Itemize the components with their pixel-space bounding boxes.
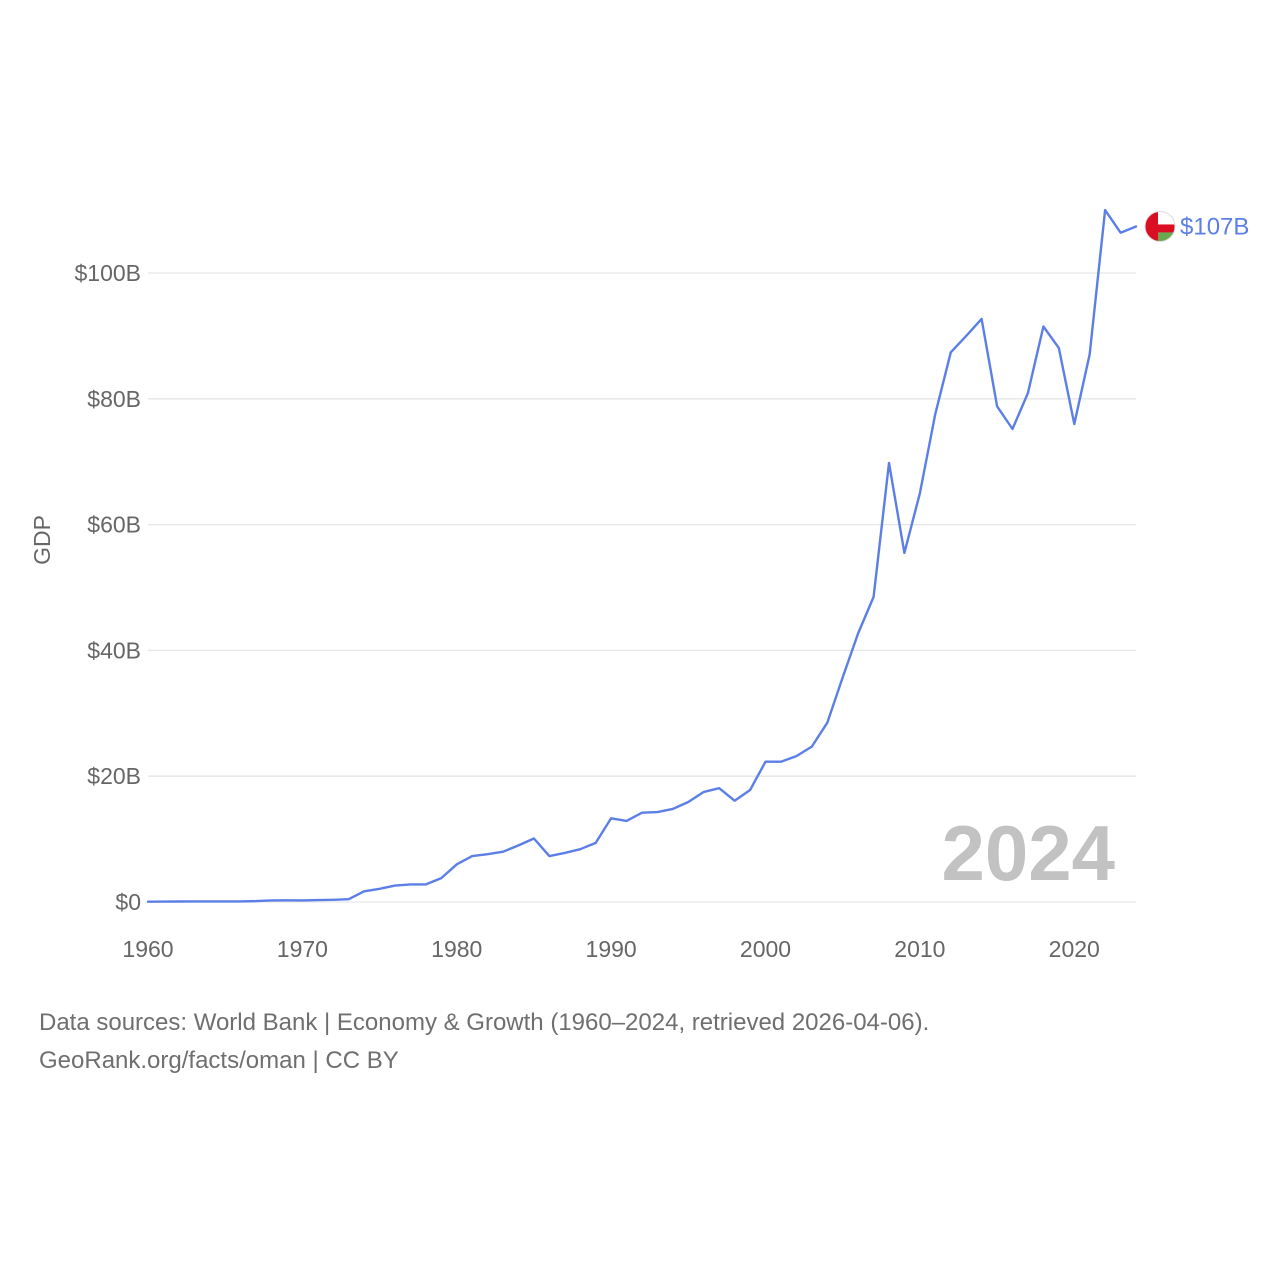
x-tick-label: 1960	[122, 936, 173, 962]
gridlines	[148, 272, 1136, 903]
gdp-line-chart: $0 $20B $40B $60B $80B $100B 1960 1970 1980 1990…	[29, 208, 1249, 962]
series-layer	[146, 208, 1138, 903]
series-line	[146, 208, 1138, 903]
y-tick-label: $40B	[87, 637, 141, 663]
x-tick-label: 2000	[740, 936, 791, 962]
source-footer: Data sources: World Bank | Economy & Gro…	[39, 1004, 929, 1080]
x-tick-label: 1990	[586, 936, 637, 962]
x-tick-label: 2020	[1049, 936, 1100, 962]
y-axis-ticks: $0 $20B $40B $60B $80B $100B	[74, 260, 141, 915]
end-marker: $107B	[1144, 210, 1249, 242]
year-watermark: 2024	[941, 809, 1115, 897]
y-tick-label: $20B	[87, 763, 141, 789]
y-tick-label: $0	[115, 889, 141, 915]
site-credit: GeoRank.org/facts/oman | CC BY	[39, 1047, 399, 1074]
y-tick-label: $60B	[87, 512, 141, 538]
x-tick-label: 1970	[277, 936, 328, 962]
oman-flag-icon	[1145, 211, 1175, 242]
x-tick-label: 1980	[431, 936, 482, 962]
source-credit: Data sources: World Bank | Economy & Gro…	[39, 1009, 930, 1036]
x-axis-ticks: 1960 1970 1980 1990 2000 2010 2020	[122, 936, 1099, 962]
y-tick-label: $80B	[87, 386, 141, 412]
y-tick-label: $100B	[74, 260, 141, 286]
end-value-label: $107B	[1180, 213, 1249, 240]
y-axis-title: GDP	[29, 515, 55, 565]
x-tick-label: 2010	[894, 936, 945, 962]
